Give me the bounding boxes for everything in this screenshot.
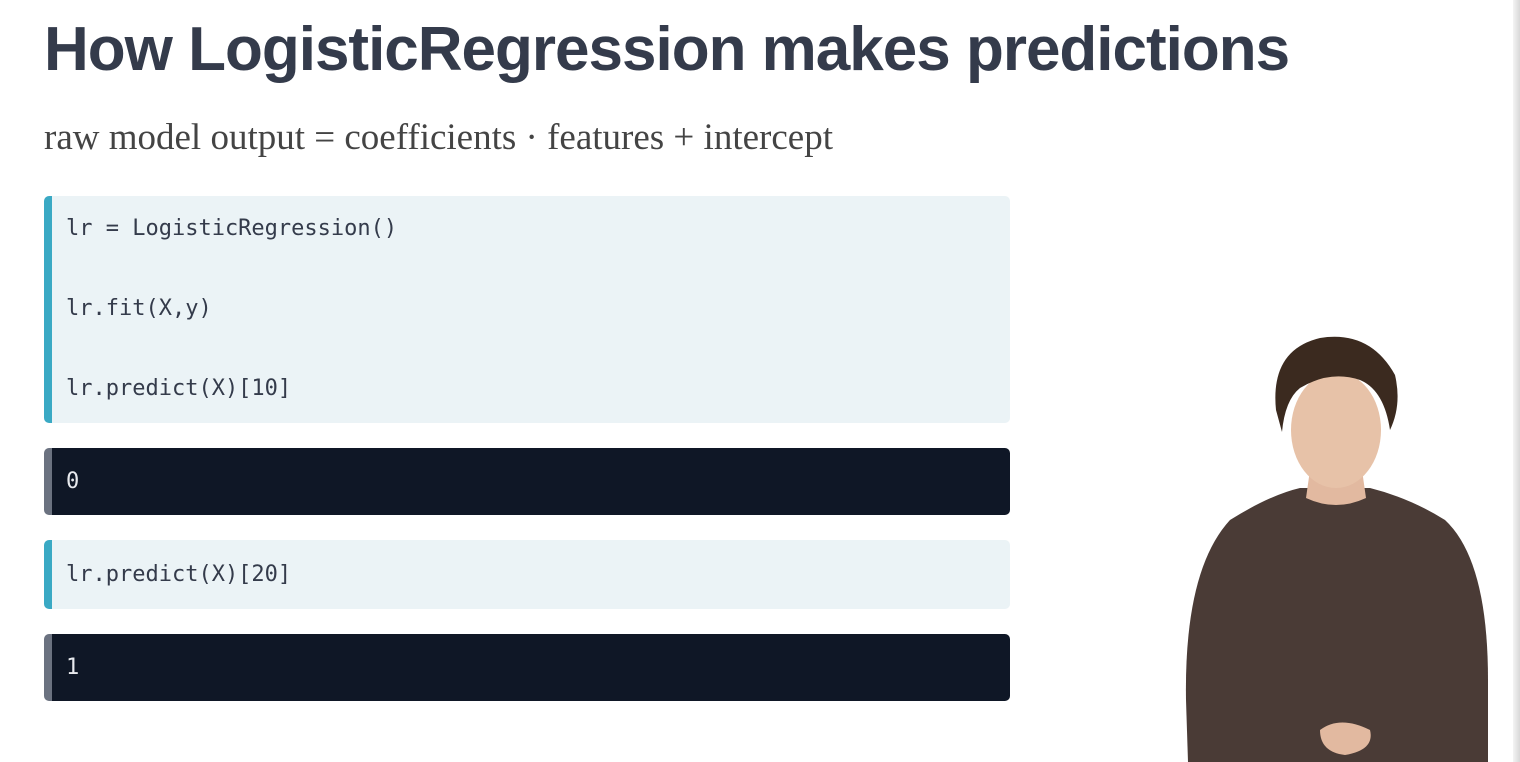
output-text: 1 — [66, 655, 80, 680]
code-line: lr.predict(X)[20] — [66, 562, 292, 587]
code-line: lr.fit(X,y) — [66, 296, 212, 321]
output-cell: 0 — [44, 448, 1010, 515]
code-line: lr = LogisticRegression() — [66, 216, 398, 241]
presenter — [1185, 336, 1488, 762]
output-text: 0 — [66, 469, 80, 494]
code-cell: lr = LogisticRegression() lr.fit(X,y) lr… — [44, 196, 1010, 423]
code-line: lr.predict(X)[10] — [66, 376, 292, 401]
code-cell: lr.predict(X)[20] — [44, 540, 1010, 609]
output-cell: 1 — [44, 634, 1010, 701]
formula: raw model output = coefficients · featur… — [44, 117, 833, 158]
slide-title: How LogisticRegression makes predictions — [44, 15, 1290, 84]
window-edge — [1513, 0, 1520, 762]
